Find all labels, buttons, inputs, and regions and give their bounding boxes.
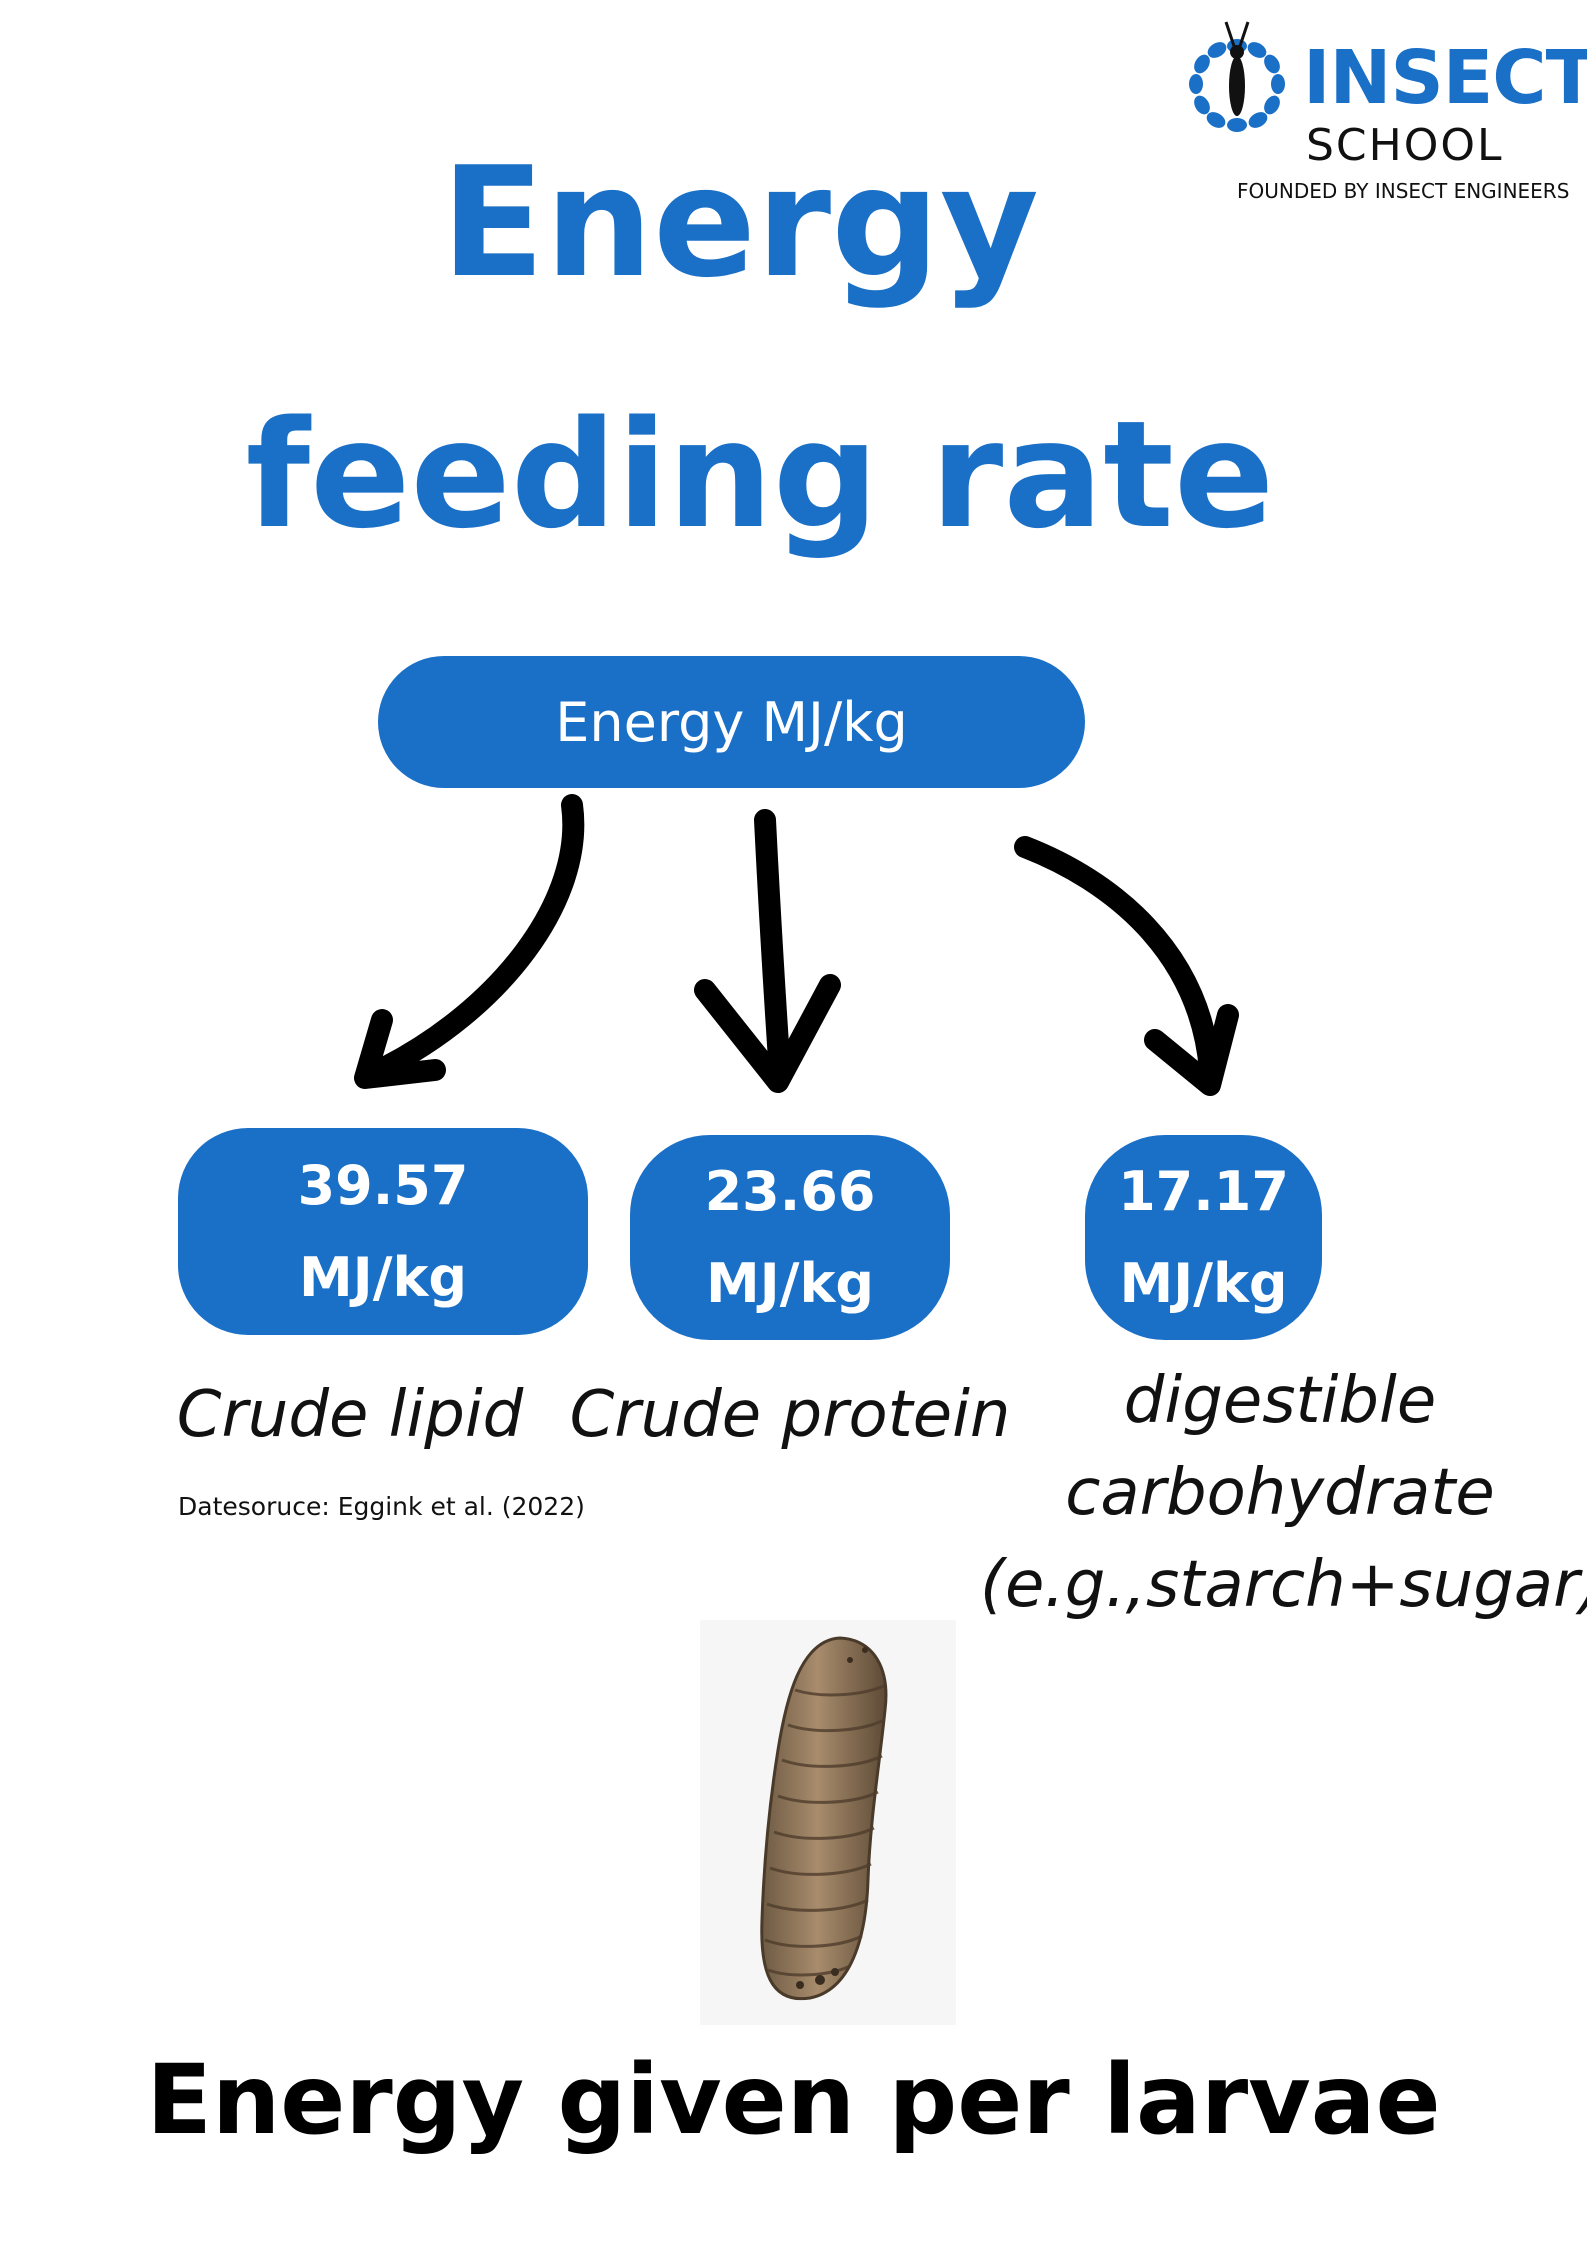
logo-brand-top: INSECT [1303, 35, 1587, 121]
caption-lipid: Crude lipid [176, 1378, 524, 1452]
root-node: Energy MJ/kg [378, 656, 1085, 788]
arrow-to-protein-head [694, 974, 841, 1093]
unit-carbohydrate: MJ/kg [1119, 1251, 1288, 1315]
page-title-line-1: Energy [441, 134, 1039, 311]
footer-title: Energy given per larvae [146, 2044, 1441, 2156]
page-title-line-2: feeding rate [245, 389, 1275, 561]
caption-carbohydrate-line-1: digestible [1123, 1364, 1437, 1438]
caption-protein: Crude protein [569, 1378, 1011, 1452]
logo-brand-bottom: SCHOOL [1306, 120, 1504, 171]
data-source-note: Datesoruce: Eggink et al. (2022) [178, 1492, 585, 1521]
root-node-label: Energy MJ/kg [555, 690, 908, 754]
caption-carbohydrate-line-3: (e.g.,starch+sugar) [980, 1548, 1587, 1622]
caption-carbohydrate-line-2: carbohydrate [1065, 1456, 1495, 1530]
value-lipid: 39.57 [297, 1153, 469, 1217]
value-protein: 23.66 [704, 1159, 876, 1223]
arrow-to-lipid-head [354, 1009, 446, 1089]
caption-carbohydrate: digestible carbohydrate (e.g.,starch+sug… [980, 1355, 1587, 1631]
arrow-to-lipid [369, 794, 585, 1081]
value-box-lipid: 39.57 MJ/kg [178, 1128, 588, 1335]
logo-tagline: FOUNDED BY INSECT ENGINEERS [1237, 179, 1570, 203]
insect-logo-icon [1189, 21, 1285, 132]
value-box-carbohydrate: 17.17 MJ/kg [1085, 1135, 1322, 1340]
unit-protein: MJ/kg [705, 1251, 875, 1315]
arrow-to-carb [1014, 836, 1221, 1081]
larva-photo [700, 1620, 956, 2025]
value-carbohydrate: 17.17 [1118, 1159, 1289, 1223]
arrow-to-carb-head [1144, 1004, 1239, 1096]
unit-lipid: MJ/kg [298, 1245, 468, 1309]
arrow-to-protein [754, 809, 791, 1086]
value-box-protein: 23.66 MJ/kg [630, 1135, 950, 1340]
